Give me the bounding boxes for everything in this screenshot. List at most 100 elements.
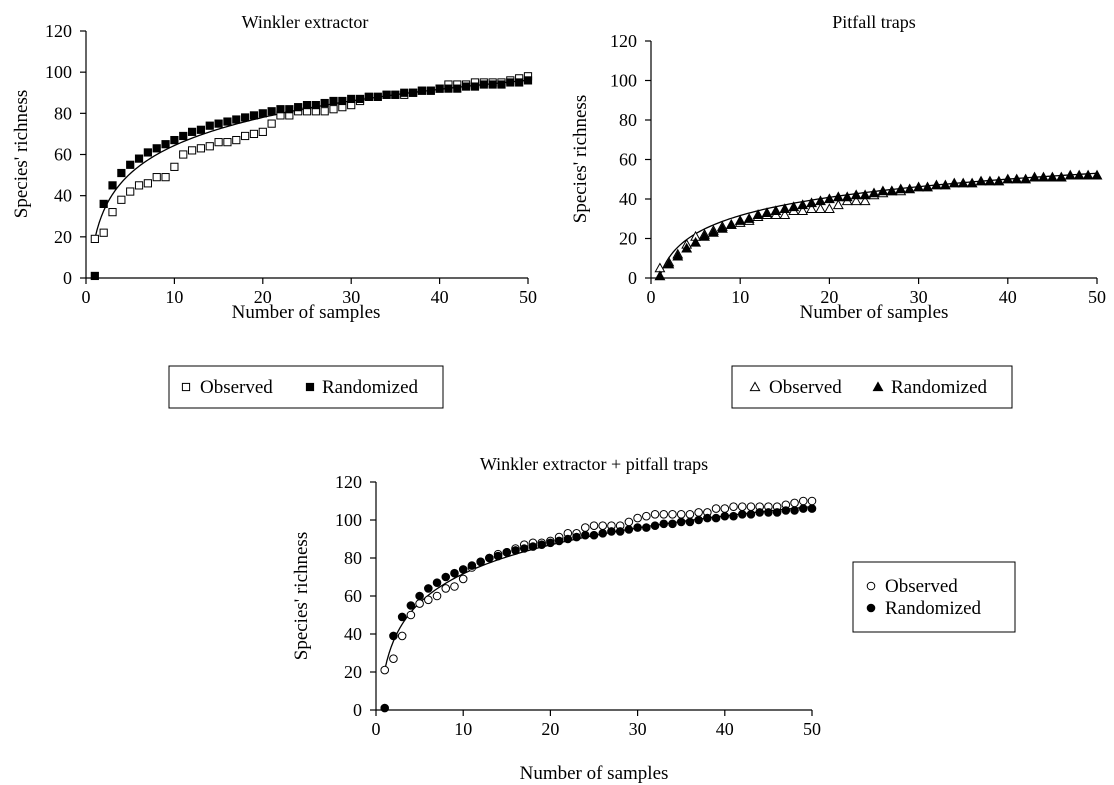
data-point-randomized <box>99 199 108 209</box>
legend-label-randomized: Randomized <box>322 377 419 398</box>
data-point-observed <box>143 179 152 188</box>
data-point-randomized <box>807 504 817 513</box>
chart-title: Winkler extractor <box>242 12 369 32</box>
data-point-randomized <box>400 88 409 97</box>
data-point-observed <box>850 195 862 206</box>
data-point-randomized <box>515 78 524 87</box>
data-point-observed <box>746 502 756 512</box>
data-point-randomized <box>615 527 625 536</box>
data-point-randomized <box>355 94 365 104</box>
x-tick-label: 50 <box>1088 287 1106 307</box>
data-point-observed <box>126 187 135 196</box>
legend-box <box>731 365 1013 409</box>
x-tick-label: 50 <box>803 719 821 739</box>
y-tick-label: 100 <box>45 62 72 82</box>
data-point-randomized <box>223 117 232 126</box>
data-point-randomized <box>895 183 907 194</box>
data-point-observed <box>685 510 695 519</box>
data-point-randomized <box>770 205 782 216</box>
x-tick-label: 0 <box>372 719 381 739</box>
data-point-randomized <box>563 534 573 544</box>
data-point-randomized <box>1029 171 1041 182</box>
y-tick-label: 20 <box>54 227 72 247</box>
data-point-observed <box>633 513 642 523</box>
chart-title: Pitfall traps <box>832 12 916 32</box>
legend-label-observed: Observed <box>200 377 273 398</box>
x-tick-label: 40 <box>999 287 1017 307</box>
data-point-randomized <box>161 140 170 149</box>
data-point-randomized <box>389 631 398 641</box>
y-axis-label: Species' richness <box>291 532 312 660</box>
series-observed <box>654 185 907 273</box>
data-point-randomized <box>598 529 608 538</box>
legend: Observed Randomized <box>731 365 1013 409</box>
data-point-observed <box>711 504 721 513</box>
data-point-observed <box>694 508 703 517</box>
data-point-randomized <box>984 175 996 186</box>
data-point-randomized <box>382 90 391 99</box>
data-point-randomized <box>506 78 515 87</box>
data-point-randomized <box>948 177 960 188</box>
data-point-observed <box>196 144 206 153</box>
data-point-randomized <box>462 82 471 91</box>
data-point-randomized <box>441 572 451 582</box>
data-point-randomized <box>1046 171 1058 182</box>
data-point-randomized <box>294 103 303 112</box>
data-point-randomized <box>975 175 987 186</box>
data-point-observed <box>580 523 590 532</box>
data-point-observed <box>779 209 791 219</box>
x-tick-label: 10 <box>165 287 183 307</box>
data-point-randomized <box>752 209 764 219</box>
data-point-randomized <box>904 183 916 194</box>
data-point-randomized <box>690 236 702 247</box>
data-point-observed <box>117 195 126 204</box>
data-point-observed <box>214 138 223 147</box>
data-point-randomized <box>338 96 347 106</box>
data-point-randomized <box>663 258 675 269</box>
data-point-randomized <box>108 181 117 190</box>
data-point-randomized <box>444 84 453 93</box>
data-point-randomized <box>450 568 459 578</box>
data-point-randomized <box>1091 169 1103 180</box>
data-point-randomized <box>850 189 862 200</box>
data-point-randomized <box>788 201 800 212</box>
x-axis-label: Number of samples <box>800 302 949 323</box>
data-point-observed <box>450 582 459 591</box>
x-tick-label: 10 <box>454 719 472 739</box>
y-tick-label: 40 <box>54 186 72 206</box>
data-point-randomized <box>737 510 747 519</box>
data-point-randomized <box>681 242 693 253</box>
data-point-observed <box>258 127 267 136</box>
legend-marker-observed <box>749 381 761 392</box>
data-point-randomized <box>347 94 356 104</box>
y-tick-label: 120 <box>610 31 637 51</box>
data-point-randomized <box>435 84 444 93</box>
data-point-observed <box>406 610 416 620</box>
data-point-randomized <box>519 544 529 553</box>
x-tick-label: 30 <box>629 719 647 739</box>
data-point-observed <box>790 498 799 508</box>
y-tick-label: 20 <box>344 662 362 682</box>
fit-curve <box>659 172 1098 277</box>
data-point-randomized <box>716 222 728 233</box>
data-point-observed <box>380 665 390 675</box>
series-randomized <box>654 169 1103 281</box>
data-point-randomized <box>502 548 512 557</box>
data-point-observed <box>441 584 451 593</box>
y-tick-label: 100 <box>610 71 637 91</box>
data-point-randomized <box>859 189 871 200</box>
data-point-randomized <box>179 131 188 141</box>
data-point-observed <box>598 521 608 531</box>
x-axis-label: Number of samples <box>232 302 381 323</box>
data-point-randomized <box>806 197 818 208</box>
data-point-randomized <box>1011 173 1023 184</box>
data-point-randomized <box>241 113 250 122</box>
data-point-randomized <box>196 125 206 134</box>
y-tick-label: 0 <box>353 700 362 720</box>
x-tick-label: 30 <box>342 287 360 307</box>
x-tick-label: 10 <box>731 287 749 307</box>
data-point-randomized <box>868 187 880 198</box>
data-point-observed <box>134 181 144 190</box>
data-point-randomized <box>329 96 338 106</box>
data-point-randomized <box>311 101 320 110</box>
